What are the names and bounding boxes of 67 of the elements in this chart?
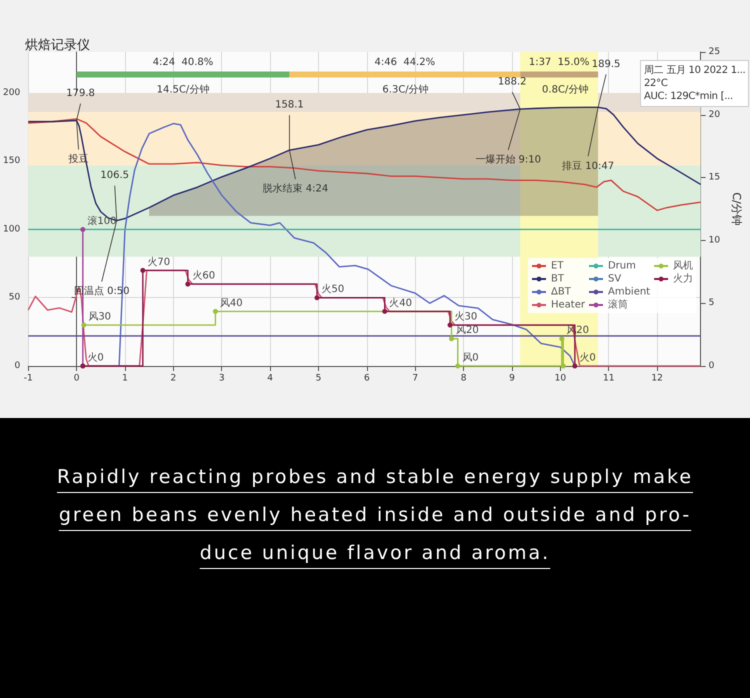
legend-label: ET	[551, 260, 564, 272]
data-label: 火70	[147, 256, 170, 268]
x-tick-label: 6	[364, 374, 370, 384]
x-tick-label: 1	[122, 374, 128, 384]
data-label: 风40	[220, 298, 243, 309]
data-label: 火40	[389, 296, 412, 309]
legend-label: 滚筒	[608, 298, 628, 310]
y-tick-label: 100	[2, 224, 20, 234]
annotation: 189.5	[592, 58, 620, 70]
x-tick-label: 5	[316, 374, 322, 384]
x-tick-label: 4	[267, 374, 274, 384]
data-label: 风0	[462, 352, 479, 364]
legend-label: Drum	[608, 260, 636, 272]
annotation: 1:37 15.0%	[528, 57, 590, 68]
data-label: 火0	[87, 352, 104, 364]
y2-tick-label: 20	[708, 110, 720, 120]
data-label: 火0	[579, 352, 596, 364]
annotation: 排豆 10:47	[562, 160, 614, 172]
x-tick-label: 2	[170, 374, 176, 384]
legend-label: ΔBT	[551, 286, 572, 298]
annotation: 22°C	[644, 77, 669, 90]
x-tick-label: 0	[74, 374, 80, 384]
legend-label: 火力	[673, 272, 694, 284]
annotation: 179.8	[66, 88, 95, 100]
data-label: 滚100	[87, 214, 116, 227]
annotation: 14.5C/分钟	[156, 84, 210, 96]
x-tick-label: 9	[509, 374, 516, 384]
legend-label: SV	[608, 274, 622, 284]
data-label: 火50	[322, 283, 344, 296]
annotation: 0.8C/分钟	[542, 84, 588, 96]
y2-tick-label: 0	[708, 361, 715, 371]
x-tick-label: 7	[412, 374, 418, 384]
data-label: 风30	[88, 312, 112, 323]
y2-tick-label: 15	[708, 172, 720, 183]
x-tick-label: -1	[24, 374, 33, 384]
x-tick-label: 11	[603, 374, 614, 384]
annotation: 6.3C/分钟	[382, 84, 429, 96]
annotation: AUC: 129C*min [...	[644, 90, 734, 103]
legend-label: 风机	[673, 260, 694, 272]
y2-axis-title: C/分钟	[730, 192, 743, 226]
annotation: 4:46 44.2%	[374, 57, 436, 68]
annotation: 158.1	[275, 100, 304, 111]
data-label: 火60	[192, 270, 216, 282]
y-tick-label: 150	[2, 156, 20, 166]
x-tick-label: 10	[554, 374, 566, 384]
x-tick-label: 12	[651, 374, 663, 384]
annotation: 4:24 40.8%	[152, 57, 214, 68]
annotation: 106.5	[100, 170, 130, 182]
annotation: 周二 五月 10 2022 1...	[644, 64, 746, 77]
y2-tick-label: 5	[708, 298, 714, 308]
data-label: 风20	[456, 325, 479, 336]
chart-title: 烘焙记录仪	[25, 38, 90, 53]
y-tick-label: 200	[2, 88, 20, 98]
legend-label: Heater	[551, 300, 586, 310]
y-tick-label: 50	[8, 292, 20, 303]
y-tick-label: 0	[14, 361, 20, 371]
legend-label: BT	[551, 274, 565, 284]
x-tick-label: 8	[460, 374, 467, 384]
legend-label: Ambient	[608, 286, 650, 298]
text: Rapidly reacting probes and stable energy supply make green beans evenly heated inside and outside and pro-duce unique flavor and aroma.	[56, 465, 694, 566]
x-tick-label: 3	[218, 374, 225, 384]
annotation: 一爆开始 9:10	[475, 154, 542, 166]
y2-tick-label: 25	[708, 47, 720, 57]
annotation: 脱水结束 4:24	[262, 182, 328, 195]
annotation: 188.2	[498, 76, 527, 88]
data-label: 火30	[454, 310, 478, 323]
y2-tick-label: 10	[708, 235, 720, 246]
